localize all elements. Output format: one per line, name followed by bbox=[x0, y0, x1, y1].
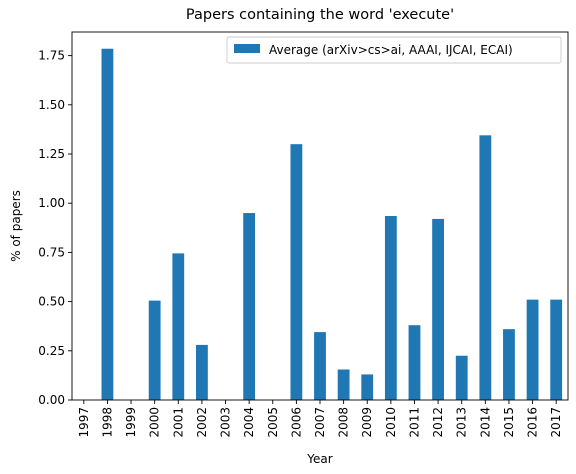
x-tick-label-2014: 2014 bbox=[478, 407, 492, 438]
x-tick-label-2005: 2005 bbox=[266, 407, 280, 438]
legend-label: Average (arXiv>cs>ai, AAAI, IJCAI, ECAI) bbox=[269, 43, 513, 57]
bar-2004 bbox=[243, 213, 256, 400]
bar-2011 bbox=[408, 325, 421, 400]
x-axis-label: Year bbox=[306, 452, 332, 466]
x-tick-label-2011: 2011 bbox=[407, 407, 421, 438]
legend-box bbox=[226, 36, 562, 64]
x-tick-label-2004: 2004 bbox=[242, 407, 256, 438]
x-ticks-group: 1997 1998 1999 2000 2001 2002 2003 2004 2005 2006… bbox=[77, 400, 563, 438]
x-tick-label-2010: 2010 bbox=[384, 407, 398, 438]
x-tick-label-2000: 2000 bbox=[148, 407, 162, 438]
y-tick-label: 0.25 bbox=[38, 344, 65, 358]
y-tick-label: 1.75 bbox=[38, 49, 65, 63]
y-tick-label: 0.50 bbox=[38, 295, 65, 309]
x-tick-label-2001: 2001 bbox=[171, 407, 185, 438]
legend-swatch bbox=[234, 44, 260, 53]
y-tick-label: 1.50 bbox=[38, 98, 65, 112]
bars-group bbox=[101, 48, 563, 400]
bar-2015 bbox=[503, 329, 515, 400]
bar-2014 bbox=[479, 135, 492, 400]
bar-2001 bbox=[172, 253, 185, 400]
x-tick-label-2015: 2015 bbox=[502, 407, 516, 438]
x-tick-label-2009: 2009 bbox=[360, 407, 374, 438]
bar-2012 bbox=[432, 218, 444, 400]
bar-1998 bbox=[101, 48, 114, 400]
x-tick-label-1998: 1998 bbox=[100, 407, 114, 438]
bar-2017 bbox=[550, 299, 563, 400]
x-tick-label-2007: 2007 bbox=[313, 407, 327, 438]
bar-2006 bbox=[290, 144, 303, 400]
y-tick-label: 1.25 bbox=[38, 147, 65, 161]
bar-2002 bbox=[196, 344, 208, 400]
y-tick-label: 0.00 bbox=[38, 393, 65, 407]
x-tick-label-2012: 2012 bbox=[431, 407, 445, 438]
bar-2009 bbox=[361, 374, 374, 400]
bar-2007 bbox=[314, 332, 326, 400]
x-tick-label-1997: 1997 bbox=[77, 407, 91, 438]
bar-2000 bbox=[148, 300, 161, 400]
y-ticks-group: 0.00 0.25 0.50 0.75 1.00 1.25 1.50 1.75 bbox=[38, 49, 72, 407]
x-tick-label-2013: 2013 bbox=[455, 407, 469, 438]
bar-2010 bbox=[384, 216, 397, 400]
bar-2013 bbox=[455, 355, 468, 400]
plot-frame bbox=[71, 31, 569, 401]
x-tick-label-2006: 2006 bbox=[289, 407, 303, 438]
y-tick-label: 1.00 bbox=[38, 196, 65, 210]
y-axis-label: % of papers bbox=[9, 190, 23, 262]
chart-title: Papers containing the word 'execute' bbox=[186, 7, 454, 23]
y-tick-label: 0.75 bbox=[38, 245, 65, 259]
x-tick-label-2008: 2008 bbox=[337, 407, 351, 438]
bar-2008 bbox=[337, 369, 350, 400]
legend: Average (arXiv>cs>ai, AAAI, IJCAI, ECAI) bbox=[226, 36, 562, 64]
bar-2016 bbox=[526, 299, 539, 400]
x-tick-label-2003: 2003 bbox=[219, 407, 233, 438]
x-tick-label-2002: 2002 bbox=[195, 407, 209, 438]
x-tick-label-2016: 2016 bbox=[526, 407, 540, 438]
x-tick-label-1999: 1999 bbox=[124, 407, 138, 438]
x-tick-label-2017: 2017 bbox=[549, 407, 563, 438]
